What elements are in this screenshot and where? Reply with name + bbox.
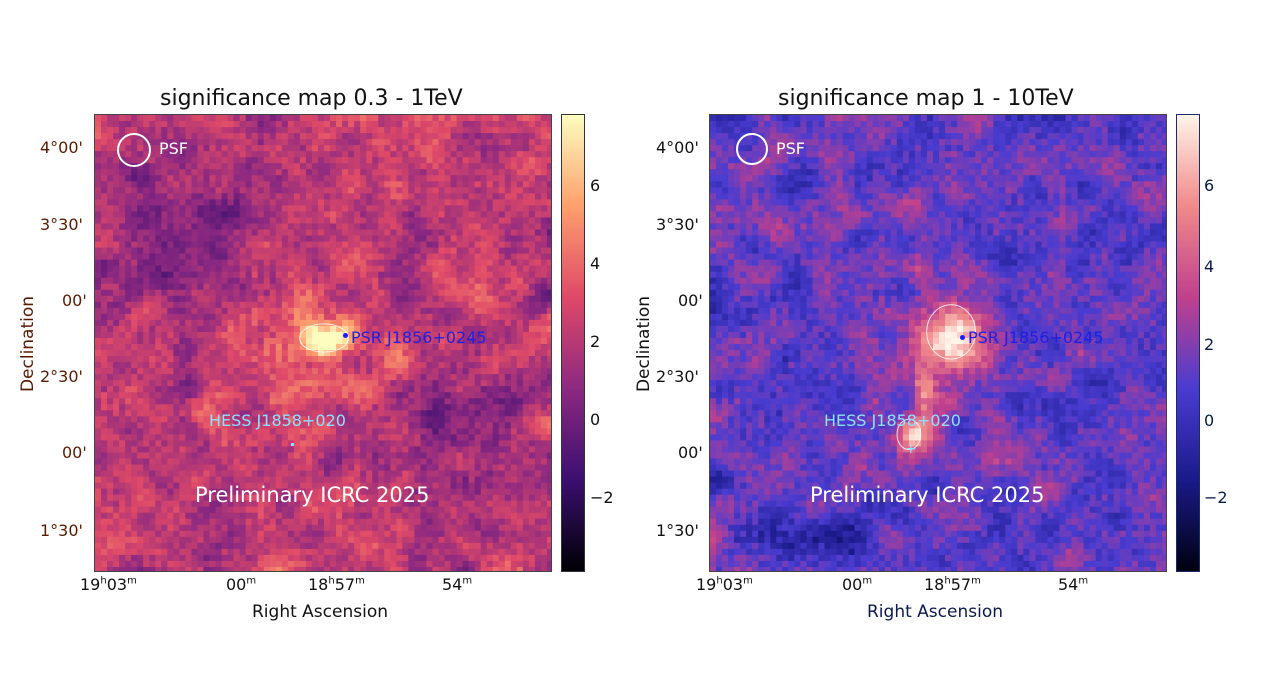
y-tick: 1°30' (40, 521, 83, 540)
colorbar-tick: 0 (590, 410, 601, 429)
x-axis-label: Right Ascension (867, 602, 1003, 622)
hess-marker: + (905, 441, 917, 457)
colorbar-tick: 2 (1204, 335, 1215, 354)
x-tick: 00m (226, 575, 257, 594)
y-tick: 3°30' (40, 215, 83, 234)
psf-label: PSF (776, 139, 806, 158)
colorbar-tick: 4 (1204, 257, 1215, 276)
psf-circle (117, 133, 151, 167)
pulsar-label: PSR J1856+0245 (351, 328, 487, 347)
contour-line (299, 323, 349, 353)
y-axis-label: Declination (18, 295, 39, 393)
pulsar-marker (960, 335, 965, 340)
colorbar-tick: −2 (1204, 488, 1228, 507)
pulsar-label: PSR J1856+0245 (968, 328, 1104, 347)
colorbar-tick: 6 (1204, 176, 1215, 195)
left-panel: significance map 0.3 - 1TeV PSF PSR J185… (18, 86, 614, 622)
colorbar-tick: 6 (590, 176, 601, 195)
y-tick: 2°30' (656, 367, 699, 386)
contour-line (926, 304, 977, 360)
hess-marker (291, 443, 294, 446)
colorbar (561, 114, 585, 572)
x-axis-label: Right Ascension (252, 602, 388, 622)
significance-map: PSF PSR J1856+0245 HESS J1858+020 + Prel… (709, 114, 1167, 572)
pulsar-marker (343, 333, 348, 338)
x-tick: 19h03m (696, 575, 753, 594)
y-tick: 3°30' (656, 215, 699, 234)
heatmap-svg (710, 115, 1166, 571)
y-tick: 00' (678, 291, 703, 310)
heatmap-cells (710, 115, 1166, 571)
contour-line (896, 418, 922, 451)
hess-label: HESS J1858+020 (824, 411, 961, 430)
x-tick: 19h03m (80, 575, 137, 594)
significance-map: PSF PSR J1856+0245 HESS J1858+020 Prelim… (94, 114, 552, 572)
x-tick: 54m (1058, 575, 1089, 594)
colorbar-tick: 0 (1204, 411, 1215, 430)
right-panel: significance map 1 - 10TeV PSF PSR J1856… (616, 0, 1280, 698)
y-axis-label: Declination (634, 295, 655, 393)
colorbar-tick: −2 (590, 488, 614, 507)
chart-title: significance map 1 - 10TeV (778, 86, 1074, 111)
psf-circle (736, 133, 768, 165)
x-tick: 00m (842, 575, 873, 594)
heatmap-svg (95, 115, 551, 571)
watermark: Preliminary ICRC 2025 (195, 483, 430, 507)
colorbar-tick: 2 (590, 332, 601, 351)
x-tick: 18h57m (308, 575, 365, 594)
y-tick: 00' (62, 291, 87, 310)
y-tick: 00' (678, 443, 703, 462)
watermark: Preliminary ICRC 2025 (810, 483, 1045, 507)
y-tick: 4°00' (40, 138, 83, 157)
hess-label: HESS J1858+020 (209, 411, 346, 430)
y-tick: 2°30' (40, 367, 83, 386)
x-tick: 18h57m (924, 575, 981, 594)
colorbar (1176, 114, 1200, 572)
psf-label: PSF (159, 139, 189, 158)
colorbar-tick: 4 (590, 254, 601, 273)
heatmap-cells (95, 115, 551, 571)
y-tick: 00' (62, 443, 87, 462)
chart-title: significance map 0.3 - 1TeV (160, 86, 463, 111)
x-tick: 54m (442, 575, 473, 594)
y-tick: 4°00' (656, 138, 699, 157)
y-tick: 1°30' (656, 521, 699, 540)
